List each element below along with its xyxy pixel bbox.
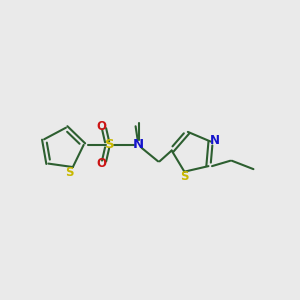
Text: S: S [105, 138, 115, 152]
Text: N: N [210, 134, 220, 146]
Text: S: S [180, 170, 189, 183]
Text: O: O [97, 120, 107, 133]
Text: S: S [65, 166, 74, 179]
Text: N: N [133, 138, 144, 152]
Text: O: O [97, 157, 107, 170]
